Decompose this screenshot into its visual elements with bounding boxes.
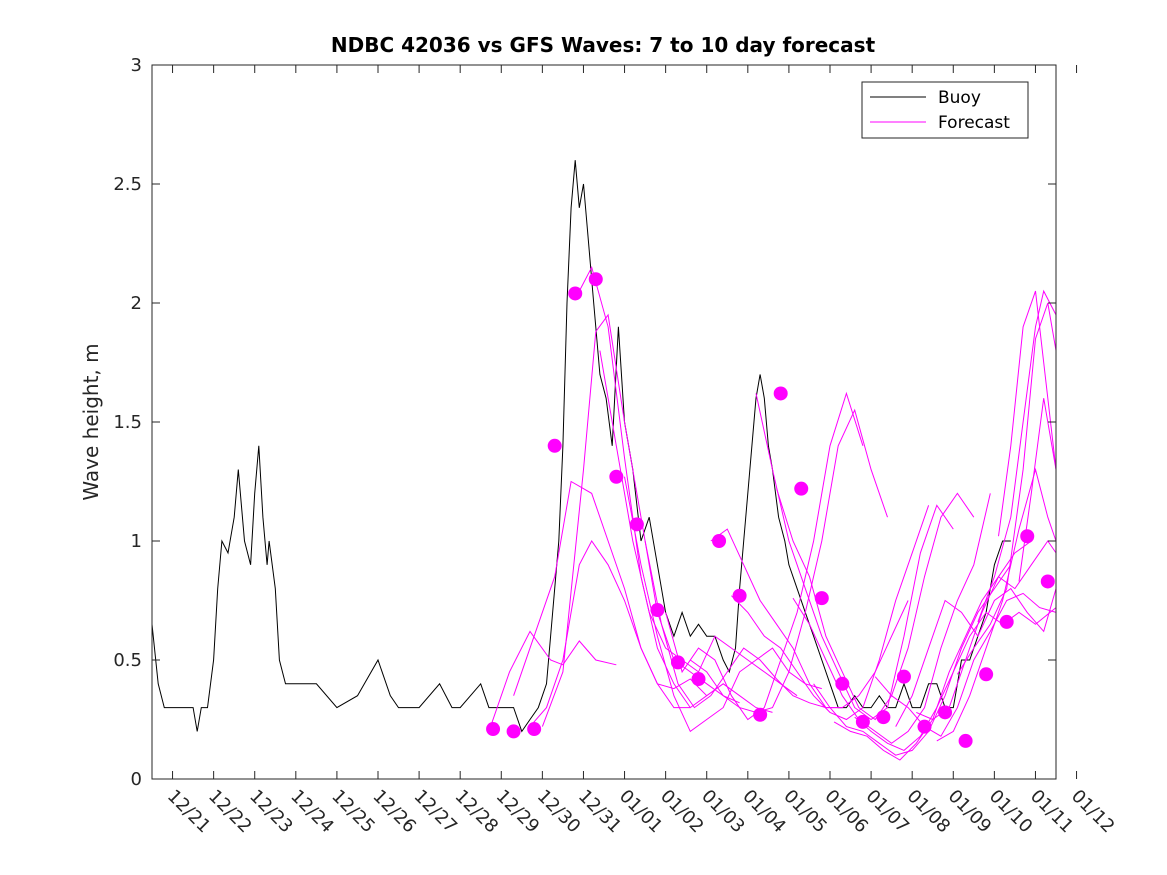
forecast-start-marker xyxy=(958,733,973,748)
forecast-start-marker xyxy=(588,272,603,287)
y-tick-label: 1.5 xyxy=(113,412,142,433)
forecast-start-marker xyxy=(855,714,870,729)
forecast-start-marker xyxy=(1020,529,1035,544)
legend-box xyxy=(861,81,1029,139)
forecast-start-marker xyxy=(979,667,994,682)
forecast-start-marker xyxy=(999,614,1014,629)
forecast-start-marker xyxy=(712,534,727,548)
forecast-start-marker xyxy=(814,591,829,606)
forecast-markers xyxy=(486,272,1055,748)
y-tick-label: 0 xyxy=(131,769,142,790)
forecast-start-marker xyxy=(876,710,891,725)
forecast-start-marker xyxy=(691,672,706,687)
forecast-line xyxy=(956,302,1057,675)
forecast-line xyxy=(665,391,864,721)
forecast-start-marker xyxy=(527,722,542,737)
y-axis: 0 0.5 1 1.5 2 2.5 3 xyxy=(113,55,1056,790)
chart-title: NDBC 42036 vs GFS Waves: 7 to 10 day for… xyxy=(331,33,876,57)
forecast-line xyxy=(488,630,617,732)
forecast-start-marker xyxy=(753,707,768,722)
legend-forecast-label: Forecast xyxy=(938,113,1010,133)
forecast-start-marker xyxy=(938,705,953,720)
forecast-line xyxy=(936,467,1057,742)
y-tick-label: 3 xyxy=(131,55,142,76)
plot-area xyxy=(152,65,1056,779)
forecast-line xyxy=(776,488,975,721)
forecast-series xyxy=(488,265,1057,761)
buoy-series xyxy=(151,160,1011,733)
y-tick-label: 2.5 xyxy=(113,174,142,195)
forecast-start-marker xyxy=(506,724,521,739)
forecast-line xyxy=(578,265,773,713)
forecast-start-marker xyxy=(670,655,685,670)
forecast-start-marker xyxy=(917,719,932,734)
forecast-line xyxy=(644,540,843,709)
forecast-start-marker xyxy=(547,438,562,453)
y-tick-label: 2 xyxy=(131,293,142,314)
forecast-line xyxy=(792,493,991,744)
y-tick-label: 0.5 xyxy=(113,650,142,671)
forecast-start-marker xyxy=(794,481,809,496)
forecast-line xyxy=(874,592,1057,737)
forecast-start-marker xyxy=(609,469,624,484)
forecast-line xyxy=(854,607,1057,751)
forecast-start-marker xyxy=(629,517,644,532)
forecast-line xyxy=(813,564,1012,756)
forecast-line xyxy=(755,393,954,721)
legend-buoy-label: Buoy xyxy=(938,88,981,108)
forecast-start-marker xyxy=(835,676,850,691)
forecast-start-marker xyxy=(650,603,665,618)
forecast-line xyxy=(541,313,740,727)
forecast-line xyxy=(977,289,1057,623)
forecast-line xyxy=(895,587,1057,727)
forecast-start-marker xyxy=(773,386,788,401)
forecast-line xyxy=(690,408,888,713)
forecast-start-marker xyxy=(896,669,911,684)
forecast-line xyxy=(599,350,798,697)
forecast-line xyxy=(998,290,1057,537)
forecast-start-marker xyxy=(1040,574,1055,589)
forecast-line xyxy=(513,480,691,709)
forecast-start-marker xyxy=(568,286,583,301)
forecast-start-marker xyxy=(486,722,501,737)
legend: Buoy Forecast xyxy=(861,81,1029,139)
forecast-line xyxy=(731,505,930,721)
buoy-line xyxy=(151,160,1011,733)
forecast-start-marker xyxy=(732,588,747,603)
y-tick-label: 1 xyxy=(131,531,142,552)
y-axis-label: Wave height, m xyxy=(79,343,103,500)
